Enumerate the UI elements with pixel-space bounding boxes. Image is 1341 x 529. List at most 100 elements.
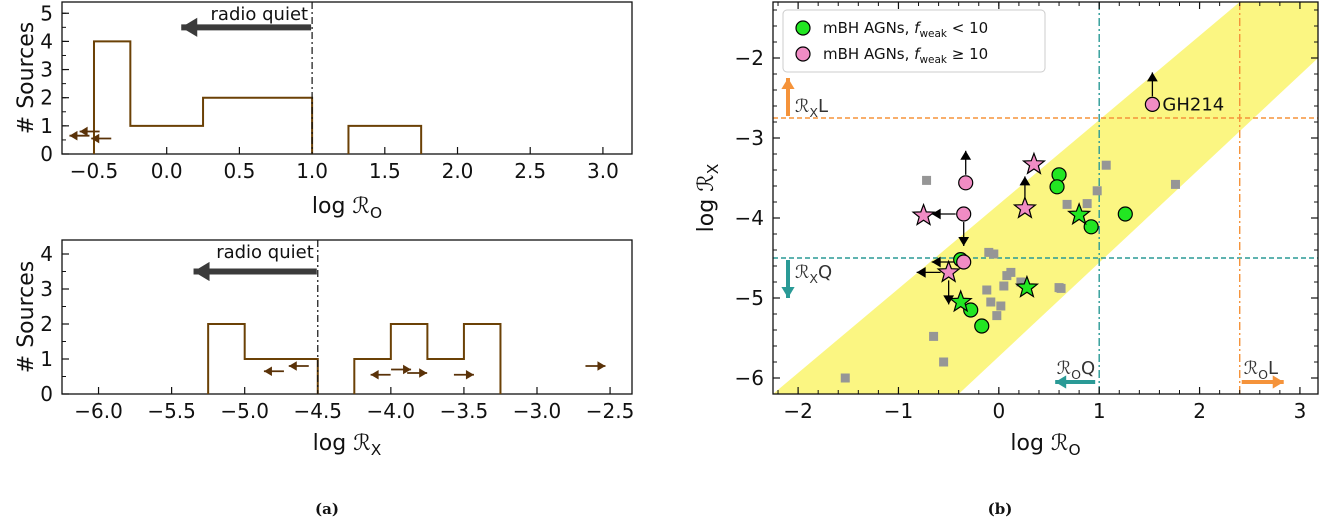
grey-square-point xyxy=(982,285,992,295)
pink-circle-point xyxy=(1144,96,1160,113)
rx-loud-label-tail: L xyxy=(818,96,828,117)
grey-square-point xyxy=(989,249,999,259)
axes-frame xyxy=(61,239,633,395)
rx-loud-label-main: ℛ xyxy=(795,96,809,117)
radio-quiet-arrow-head xyxy=(181,17,198,37)
x-tick-label: 3 xyxy=(1294,399,1307,423)
y-tick-label: 4 xyxy=(40,242,53,266)
lower-limit-arrow-head xyxy=(958,237,970,246)
legend-label-sub: weak xyxy=(919,28,947,40)
green-star-point xyxy=(1067,202,1092,226)
grey-square-point xyxy=(1170,179,1180,189)
grey-square-point xyxy=(1101,160,1111,170)
y-tick-label: 3 xyxy=(40,277,53,301)
x-axis-label-sub: X xyxy=(371,441,382,459)
y-axis-label: log ℛX xyxy=(694,163,722,232)
upper-limit-arrow-head xyxy=(1019,176,1031,186)
ro-quiet-arrow-head xyxy=(1055,375,1067,389)
x-tick-label: 0 xyxy=(992,399,1005,423)
green-circle-point xyxy=(974,318,990,334)
limit-arrow-head xyxy=(263,366,272,377)
ro-quiet-label-main: ℛ xyxy=(1057,358,1071,379)
x-axis-label-main: log ℛ xyxy=(312,194,370,219)
ro-loud-label-main: ℛ xyxy=(1244,358,1258,379)
limit-arrow-head xyxy=(597,361,606,371)
y-tick-label: −3 xyxy=(735,126,764,150)
x-tick-label: 1.0 xyxy=(296,159,328,183)
x-axis-label-sub: O xyxy=(1068,441,1080,459)
grey-square-point xyxy=(1062,199,1072,209)
x-axis-label-sub: O xyxy=(370,204,382,222)
pink-star-point xyxy=(1021,151,1047,175)
grey-square-point xyxy=(939,357,949,367)
x-axis-label: log ℛO xyxy=(312,194,382,222)
ro-loud-label: ℛOL xyxy=(1244,358,1278,382)
x-tick-label: 0.5 xyxy=(223,159,255,183)
ro-loud-arrow-head xyxy=(1272,375,1284,389)
legend-label-main: mBH AGNs, xyxy=(823,19,914,37)
green-circle-point xyxy=(1083,219,1099,235)
rx-quiet-label-main: ℛ xyxy=(795,262,809,283)
rx-loud-label: ℛXL xyxy=(795,96,828,120)
y-axis-label-sub: X xyxy=(704,163,722,174)
left-limit-arrow-head xyxy=(916,267,926,278)
x-tick-label: −3.0 xyxy=(513,399,562,423)
plot-area: GH214 xyxy=(773,2,1318,394)
x-tick-label: 2 xyxy=(1193,399,1206,423)
radio-quiet-label: radio quiet xyxy=(211,4,309,25)
x-tick-label: −3.5 xyxy=(440,399,489,423)
green-circle-point xyxy=(963,302,979,318)
green-circle-point xyxy=(1117,206,1133,222)
grey-square-point xyxy=(929,331,939,341)
gh214-label: GH214 xyxy=(1162,94,1224,115)
green-star-point xyxy=(948,289,973,313)
legend-label-sub: weak xyxy=(919,54,947,66)
y-tick-label: 2 xyxy=(40,312,53,336)
grey-square-point xyxy=(1016,277,1026,287)
x-axis-label: log ℛO xyxy=(1010,431,1080,459)
y-tick-label: 3 xyxy=(40,58,53,82)
rx-loud-arrow-head xyxy=(781,78,795,89)
left-limit-arrow-head xyxy=(931,256,941,268)
pink-circle-point xyxy=(956,254,972,270)
limit-arrow-head xyxy=(288,361,297,371)
grey-square-point xyxy=(1056,283,1066,293)
limit-arrow-head xyxy=(79,126,88,137)
x-tick-label: 0.0 xyxy=(151,159,183,183)
legend-marker-green xyxy=(795,20,811,36)
rx-loud-label-sub: X xyxy=(809,105,818,120)
rx-quiet-arrow-head xyxy=(781,287,795,298)
pink-circle-point xyxy=(956,206,972,222)
legend-label-main: mBH AGNs, xyxy=(823,45,914,63)
grey-square-point xyxy=(840,373,850,383)
x-tick-label: −6.0 xyxy=(74,399,123,423)
y-axis-label: # Sources xyxy=(14,261,39,373)
loudness-band xyxy=(773,2,1318,394)
rx-quiet-label-tail: Q xyxy=(818,262,832,283)
legend-marker-pink xyxy=(795,46,811,62)
grey-square-point xyxy=(992,311,1002,321)
left-limit-arrow-head xyxy=(931,208,941,220)
x-tick-label: 1.5 xyxy=(369,159,401,183)
grey-square-point xyxy=(996,301,1006,311)
caption-b: (b) xyxy=(988,500,1013,518)
legend-label-rel: ≥ 10 xyxy=(947,45,988,63)
ro-loud-label-tail: L xyxy=(1268,358,1278,379)
grey-square-point xyxy=(1082,199,1092,209)
y-axis-label: # Sources xyxy=(14,22,39,134)
radio-quiet-label: radio quiet xyxy=(216,242,314,263)
x-axis-label-main: log ℛ xyxy=(313,431,371,456)
histogram-log-ro-panel: −0.5 0.0 0.5 1.0 1.5 2.0 2.5 3.0 0 1 2 3 4 5 radio qui… xyxy=(14,1,633,222)
y-tick-label: 1 xyxy=(40,114,53,138)
grey-square-point xyxy=(922,175,932,185)
legend-frame xyxy=(782,9,1046,73)
legend-label-pink: mBH AGNs, fweak ≥ 10 xyxy=(823,45,988,66)
y-axis-label-main: log ℛ xyxy=(694,174,719,232)
ro-quiet-label-sub: O xyxy=(1071,367,1081,382)
x-axis-label-main: log ℛ xyxy=(1010,431,1068,456)
legend-label-f: f xyxy=(914,45,922,63)
pink-circle-point xyxy=(958,175,974,191)
y-tick-label: 0 xyxy=(40,142,53,166)
y-tick-label: −6 xyxy=(735,366,764,390)
limit-arrow-head xyxy=(69,130,78,141)
